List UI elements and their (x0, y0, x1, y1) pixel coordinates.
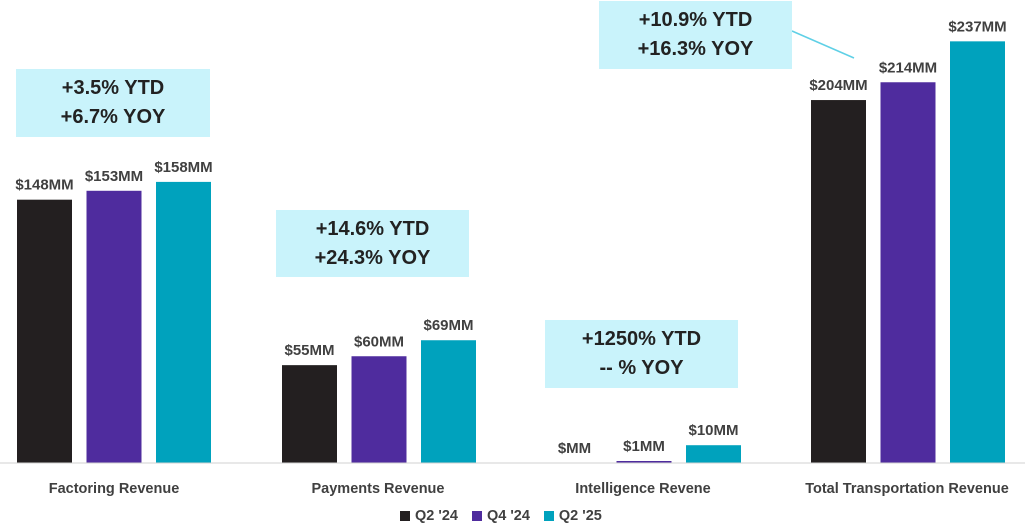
bar-value-label-2-2: $10MM (688, 422, 738, 439)
category-label-total-transportation: Total Transportation Revenue (805, 481, 1009, 497)
legend-label-q2-25: Q2 '25 (558, 508, 602, 524)
legend-item-q4-24: Q4 '24 (471, 508, 530, 524)
annotation-total-yoy: +16.3% YOY (637, 38, 754, 60)
chart-legend: Q2 '24 Q4 '24 Q2 '25 (400, 508, 602, 524)
bar-1-2 (421, 340, 476, 463)
bar-value-label-3-1: $214MM (879, 59, 937, 76)
bar-value-label-3-0: $204MM (809, 77, 867, 94)
annotation-payments-yoy: +24.3% YOY (314, 246, 431, 269)
annotation-intelligence-ytd: +1250% YTD (581, 328, 702, 350)
legend-swatch-q2-25 (543, 511, 554, 521)
bar-3-0 (811, 100, 866, 464)
bar-0-0 (17, 199, 72, 463)
annotation-intelligence: +1250% YTD -- % YOY (545, 320, 738, 388)
annotation-total-transportation: +10.9% YTD +16.3% YOY (599, 1, 792, 69)
legend-label-q2-24: Q2 '24 (415, 508, 458, 524)
annotation-payments-ytd: +14.6% YTD (315, 217, 430, 240)
annotation-total-ytd: +10.9% YTD (638, 9, 753, 31)
bar-value-label-3-2: $237MM (948, 18, 1006, 35)
bar-value-label-2-0: $MM (558, 440, 591, 457)
bar-3-2 (950, 41, 1005, 464)
legend-item-q2-24: Q2 '24 (400, 508, 458, 524)
bar-value-label-0-1: $153MM (85, 168, 143, 185)
legend-label-q4-24: Q4 '24 (486, 508, 530, 524)
category-label-payments: Payments Revenue (312, 481, 445, 497)
annotation-intelligence-yoy: -- % YOY (599, 357, 684, 379)
bar-value-label-1-1: $60MM (354, 333, 404, 350)
bar-3-1 (880, 82, 936, 463)
legend-swatch-q2-24 (400, 511, 410, 521)
legend-item-q2-25: Q2 '25 (543, 508, 602, 524)
bar-1-1 (351, 356, 407, 463)
bar-value-label-1-2: $69MM (423, 317, 473, 334)
bar-2-2 (686, 445, 741, 463)
bar-0-1 (86, 190, 142, 463)
bar-value-label-0-0: $148MM (15, 177, 73, 194)
bar-value-label-1-0: $55MM (284, 342, 334, 359)
annotation-factoring: +3.5% YTD +6.7% YOY (16, 69, 210, 137)
bar-0-2 (156, 181, 211, 463)
annotation-factoring-ytd: +3.5% YTD (61, 77, 165, 99)
legend-swatch-q4-24 (471, 511, 482, 521)
bar-2-1 (616, 461, 672, 463)
category-label-intelligence: Intelligence Revene (575, 481, 710, 497)
annotation-factoring-yoy: +6.7% YOY (60, 106, 166, 128)
annotation-connector (791, 30, 855, 59)
category-label-factoring: Factoring Revenue (49, 481, 180, 497)
bar-value-label-0-2: $158MM (154, 159, 212, 176)
bar-value-label-2-1: $1MM (623, 438, 665, 455)
bars-layer: $148MM $153MM $158MM $55MM $60MM $69MM $MM $1MM… (15, 18, 1007, 464)
bar-1-0 (282, 365, 337, 463)
annotation-payments: +14.6% YTD +24.3% YOY (276, 210, 469, 277)
